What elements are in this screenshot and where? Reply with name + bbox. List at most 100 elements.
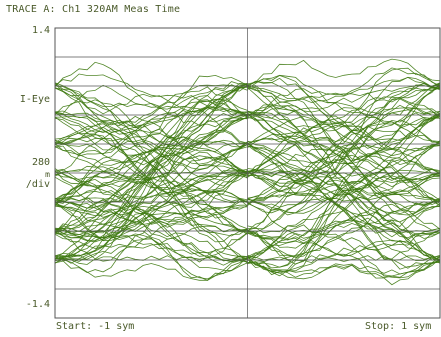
eye-trace (247, 135, 441, 175)
eye-trace (54, 163, 248, 264)
eye-trace (54, 107, 248, 145)
eye-trace (54, 141, 248, 172)
eye-trace (247, 58, 441, 85)
eye-trace (247, 110, 441, 205)
trace-title: TRACE A: Ch1 320AM Meas Time (6, 4, 181, 15)
eye-trace (247, 87, 441, 229)
eye-trace (247, 240, 441, 264)
eye-trace (54, 116, 248, 165)
eye-trace (247, 169, 441, 202)
eye-trace (247, 82, 441, 140)
eye-trace (54, 178, 248, 265)
eye-trace (247, 203, 441, 265)
eye-trace (54, 61, 248, 144)
eye-trace (54, 82, 248, 204)
eye-trace (54, 101, 248, 140)
eye-trace (54, 173, 248, 274)
scale-unit: /div (25, 179, 50, 190)
eye-trace (54, 209, 248, 233)
eye-trace (247, 203, 441, 257)
eye-trace (54, 143, 248, 185)
eye-trace (54, 168, 248, 266)
eye-trace (247, 86, 441, 184)
eye-trace (54, 197, 248, 233)
eye-trace (247, 82, 441, 199)
plot-grid (54, 27, 441, 319)
eye-trace (54, 205, 248, 271)
eye-trace (54, 111, 248, 181)
eye-trace (54, 200, 248, 264)
eye-trace (247, 67, 441, 178)
eye-trace (55, 84, 248, 265)
eye-trace (247, 228, 441, 274)
x-stop-label: Stop: 1 sym (365, 321, 432, 332)
x-start-label: Start: -1 sym (56, 321, 135, 332)
eye-trace (247, 67, 441, 117)
eye-trace (247, 75, 441, 207)
eye-trace (54, 151, 248, 204)
eye-trace (247, 110, 441, 269)
eye-trace (54, 84, 248, 147)
eye-trace (54, 83, 248, 144)
eye-trace (54, 197, 248, 260)
eye-trace (54, 169, 248, 203)
eye-trace (247, 175, 441, 241)
eye-traces (54, 58, 441, 286)
eye-trace (247, 76, 441, 232)
eye-trace (247, 202, 441, 279)
eye-trace (247, 114, 441, 276)
eye-trace (247, 255, 441, 262)
eye-trace (54, 173, 248, 233)
y-top-label: 1.4 (31, 25, 50, 36)
eye-trace (54, 116, 248, 187)
eye-trace (54, 83, 248, 157)
eye-trace (247, 140, 441, 277)
eye-trace (247, 171, 441, 206)
eye-trace (247, 104, 441, 231)
eye-trace (54, 139, 248, 206)
eye-trace (54, 206, 248, 238)
eye-trace (247, 143, 441, 239)
eye-trace (247, 83, 441, 119)
eye-trace (54, 73, 248, 118)
eye-trace (247, 231, 441, 286)
eye-trace (54, 132, 248, 234)
eye-trace (54, 117, 248, 213)
y-axis-label: I-Eye (19, 94, 50, 105)
eye-trace (247, 85, 441, 152)
eye-trace (54, 156, 248, 233)
eye-trace (54, 146, 248, 241)
eye-trace (54, 205, 248, 280)
eye-trace (54, 257, 248, 281)
eye-trace (247, 108, 441, 145)
eye-trace (54, 111, 248, 235)
eye-trace (247, 115, 441, 178)
eye-trace (54, 201, 248, 261)
eye-trace (54, 134, 248, 233)
scale-unit-prefix: m (45, 170, 50, 179)
eye-trace (247, 84, 441, 103)
eye-trace (54, 112, 248, 148)
eye-trace (247, 87, 441, 144)
eye-trace (54, 82, 248, 237)
eye-trace (247, 254, 441, 278)
eye-trace (247, 87, 441, 271)
eye-trace (247, 192, 441, 205)
eye-trace (247, 83, 441, 126)
eye-trace (247, 162, 441, 261)
eye-trace (54, 82, 248, 261)
eye-trace (247, 112, 441, 205)
eye-trace (54, 86, 248, 128)
eye-trace (54, 99, 248, 173)
y-bottom-label: -1.4 (25, 299, 50, 310)
eye-trace (54, 173, 248, 239)
eye-trace (54, 85, 248, 231)
eye-trace (247, 229, 441, 260)
eye-trace (54, 106, 248, 200)
eye-trace (54, 115, 248, 258)
eye-trace (247, 145, 441, 234)
eye-trace (247, 84, 441, 233)
eye-trace (247, 112, 441, 193)
eye-trace (54, 83, 248, 161)
